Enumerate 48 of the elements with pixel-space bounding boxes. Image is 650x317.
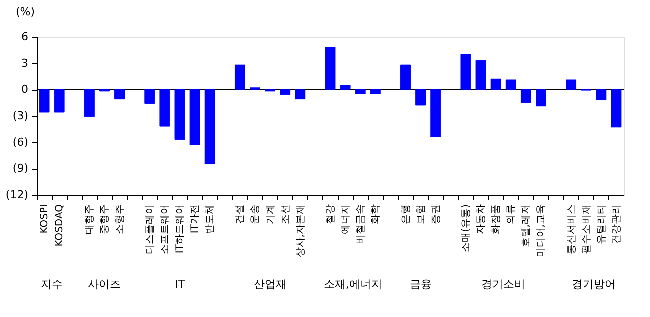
x-tick-label: 에너지 — [340, 204, 352, 234]
y-tick-label: (9) — [12, 162, 28, 176]
x-tick-label: 기계 — [265, 204, 276, 224]
x-tick-label: 디스플레이 — [144, 204, 156, 254]
x-tick-label: 중형주 — [100, 204, 111, 234]
x-tick-label: KOSDAQ — [54, 204, 66, 247]
x-tick-label: IT하드웨어 — [174, 204, 186, 254]
x-tick-label: 보험 — [416, 204, 427, 224]
y-tick-label: (6) — [12, 136, 28, 149]
text: 소재,에너지 — [324, 278, 382, 291]
x-tick-label: 소매(유통) — [460, 204, 472, 252]
x-tick-label: 상사,자본재 — [295, 204, 306, 258]
x-tick-label: KOSPI — [40, 204, 51, 234]
text: 경기소비 — [482, 278, 526, 291]
x-tick-label: 건설 — [235, 204, 246, 224]
y-axis-title: (%) — [16, 6, 36, 18]
text: 산업재 — [254, 278, 287, 291]
x-tick-label: 증권 — [430, 204, 442, 224]
x-tick-label: 반도체 — [205, 204, 216, 234]
x-tick-label: 조선 — [280, 204, 292, 224]
x-tick-label: 의류 — [506, 204, 518, 224]
x-tick-label: 소프트웨어 — [160, 204, 171, 254]
x-tick-label: 은행 — [400, 204, 412, 224]
x-tick-label: 호텔,레저 — [521, 204, 532, 248]
x-tick-label: 철강 — [326, 204, 336, 224]
y-tick-label: 6 — [22, 30, 28, 44]
y-tick-label: 3 — [22, 56, 28, 70]
text: 경기방어 — [572, 278, 616, 291]
x-tick-label: 화장품 — [491, 204, 502, 234]
x-tick-label: 자동차 — [476, 204, 488, 234]
text: 지수 — [41, 278, 64, 291]
x-tick-label: 미디어,교육 — [536, 204, 548, 258]
x-tick-label: 건강관리 — [611, 204, 622, 244]
text: IT — [175, 278, 186, 291]
y-tick-label: (3) — [12, 110, 28, 122]
x-tick-label: 소형주 — [114, 204, 126, 234]
x-tick-label: IT가전 — [190, 204, 202, 234]
x-tick-label: 유틸리티 — [596, 204, 608, 244]
x-tick-label: 대형주 — [84, 204, 96, 234]
y-tick-label: (12) — [6, 188, 28, 202]
x-tick-label: 화학 — [370, 204, 382, 224]
x-tick-label: 필수소비재 — [581, 204, 592, 254]
text: 사이즈 — [88, 278, 122, 291]
x-tick-label: 비철금속 — [356, 204, 367, 244]
text: 금융 — [410, 278, 432, 291]
y-tick-label: 0 — [22, 83, 28, 96]
x-tick-label: 통신서비스 — [566, 204, 578, 254]
x-tick-label: 운송 — [250, 204, 262, 224]
